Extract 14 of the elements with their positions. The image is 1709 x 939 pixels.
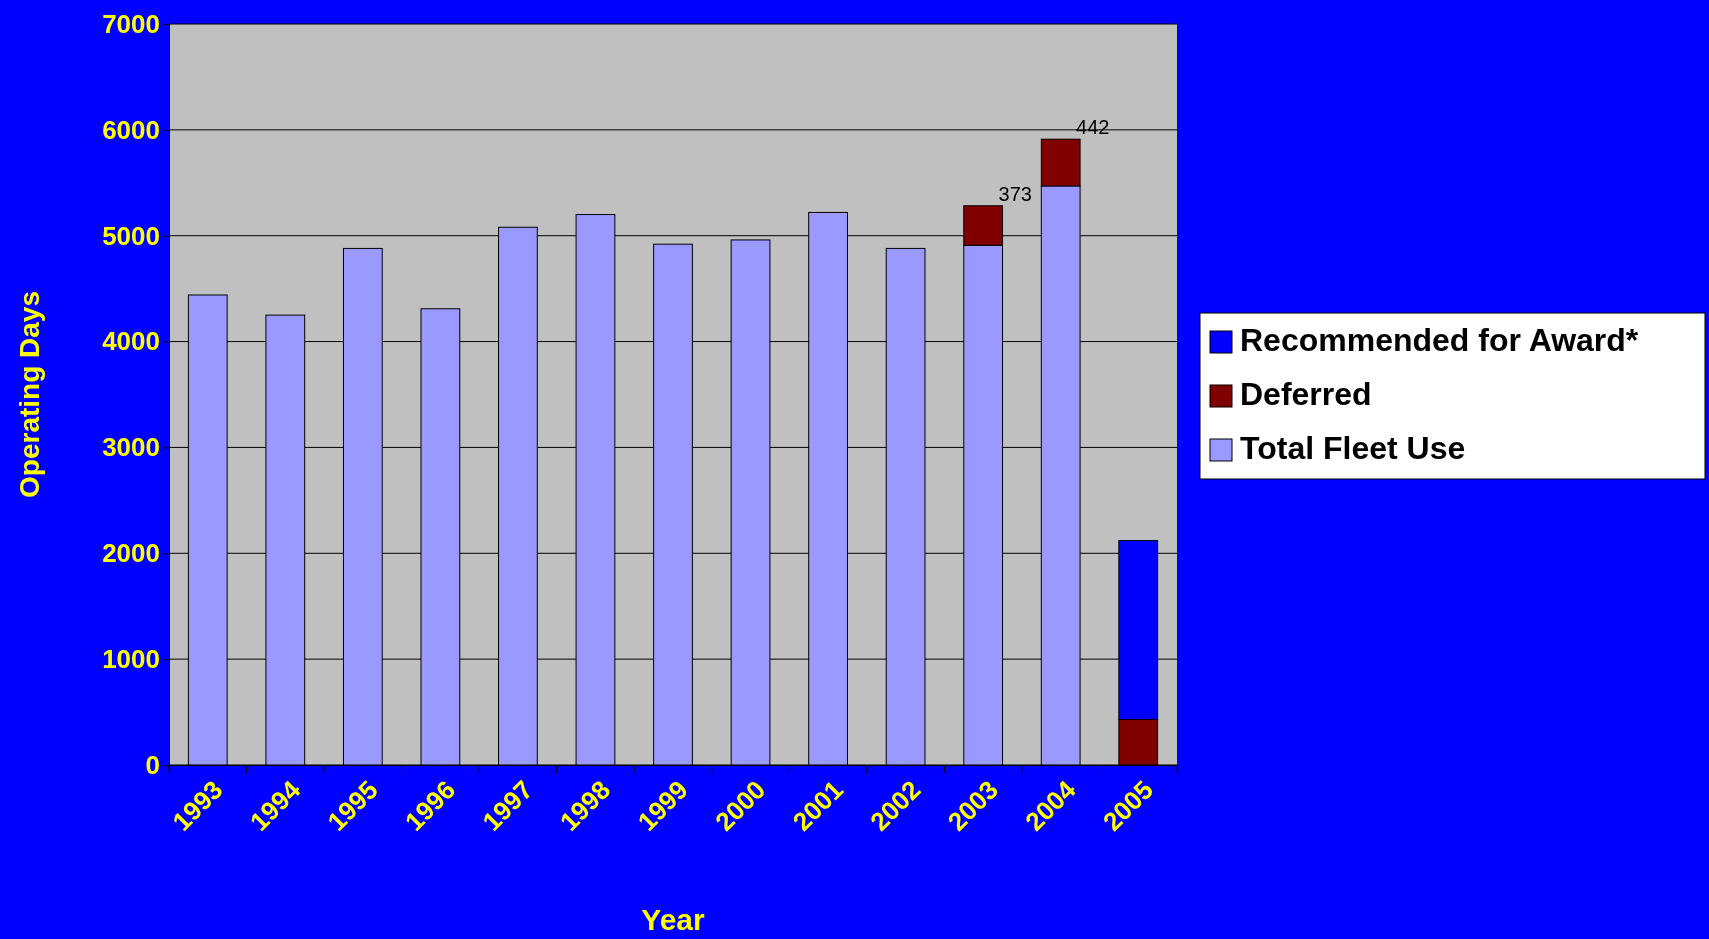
y-tick-label: 6000 xyxy=(102,114,160,145)
y-tick-label: 1000 xyxy=(102,643,160,674)
data-label: 373 xyxy=(998,183,1032,206)
legend-label: Recommended for Award* xyxy=(1240,322,1639,359)
y-tick-label: 7000 xyxy=(102,8,160,39)
y-tick-label: 3000 xyxy=(102,432,160,463)
legend-label: Deferred xyxy=(1240,376,1372,413)
y-axis-title: Operating Days xyxy=(14,291,46,498)
x-axis-title: Year xyxy=(641,903,706,936)
y-tick-label: 4000 xyxy=(102,326,160,357)
legend-label: Total Fleet Use xyxy=(1240,430,1466,467)
y-tick-label: 5000 xyxy=(102,220,160,251)
y-tick-label: 2000 xyxy=(102,538,160,569)
y-tick-label: 0 xyxy=(145,749,160,780)
